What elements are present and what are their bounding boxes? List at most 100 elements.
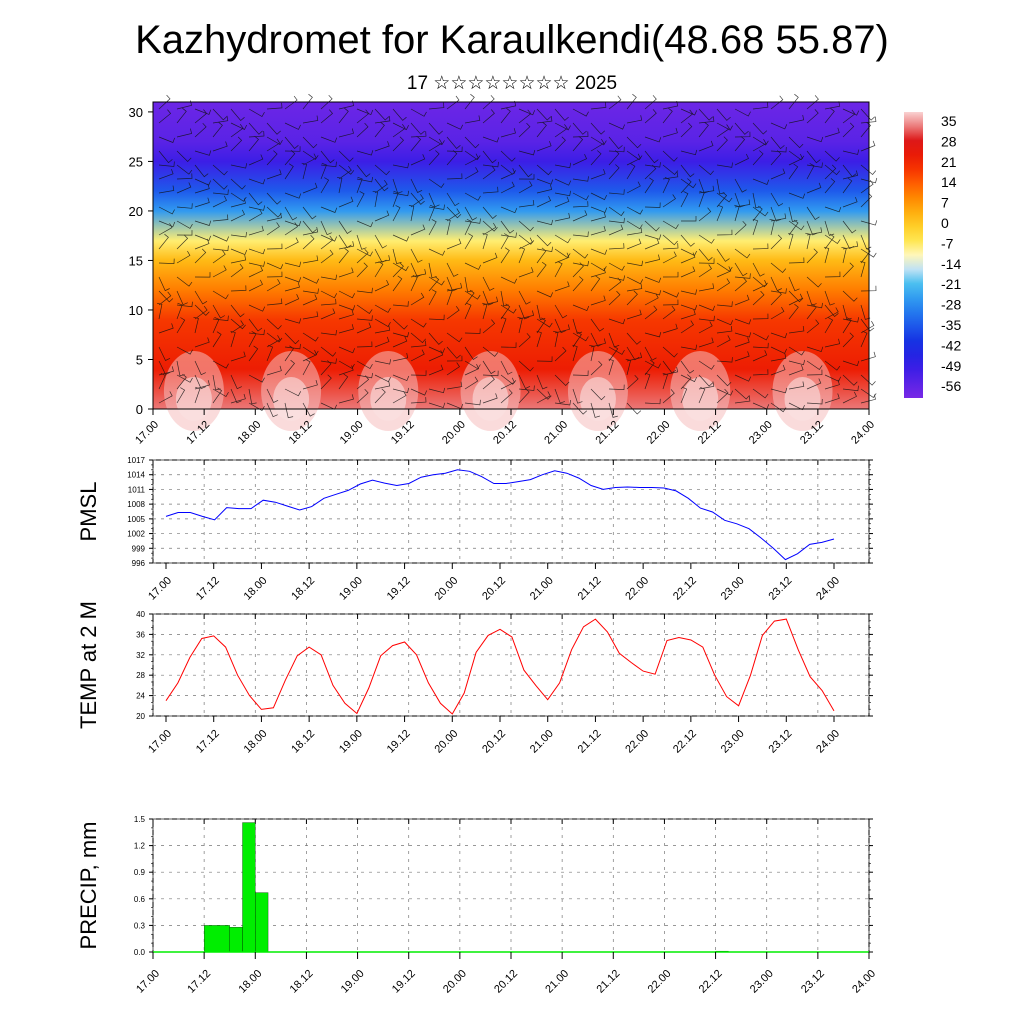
x-tick-label: 23.12 bbox=[766, 728, 794, 756]
wind-barb bbox=[410, 131, 427, 138]
wind-barb bbox=[752, 280, 768, 292]
wind-barb bbox=[662, 372, 668, 390]
wind-barb bbox=[158, 94, 171, 110]
wind-barb bbox=[752, 243, 769, 250]
wind-barb bbox=[284, 220, 302, 227]
wind-barb bbox=[698, 121, 709, 138]
x-tick-label: 20.00 bbox=[432, 575, 460, 603]
wind-barb bbox=[770, 346, 788, 354]
wind-barb bbox=[734, 122, 749, 135]
y-tick-label: 20 bbox=[136, 712, 145, 721]
wind-barb bbox=[608, 290, 621, 306]
wind-barb bbox=[716, 374, 732, 387]
wind-barb bbox=[662, 290, 680, 298]
wind-barb bbox=[860, 177, 878, 184]
wind-barb bbox=[734, 248, 751, 259]
wind-barb bbox=[212, 115, 229, 124]
wind-barb bbox=[536, 374, 548, 390]
colorbar-label: -21 bbox=[941, 276, 961, 292]
wind-barb bbox=[518, 385, 535, 391]
wind-barb bbox=[194, 164, 209, 178]
wind-barb bbox=[752, 206, 769, 217]
wind-barb bbox=[806, 346, 824, 353]
x-tick-label: 23.12 bbox=[799, 968, 827, 996]
wind-barb bbox=[860, 320, 875, 334]
x-tick-label: 22.00 bbox=[623, 728, 651, 756]
wind-barb bbox=[482, 222, 497, 236]
wind-barb bbox=[266, 122, 281, 135]
wind-barb bbox=[626, 402, 642, 415]
wind-barb bbox=[248, 225, 264, 236]
wind-barb bbox=[662, 101, 679, 110]
wind-barb bbox=[842, 360, 860, 367]
y-tick-label: 0.3 bbox=[134, 921, 146, 930]
wind-barb bbox=[248, 279, 263, 292]
wind-barb bbox=[806, 220, 818, 236]
wind-barb bbox=[698, 321, 713, 334]
wind-barb bbox=[554, 162, 572, 169]
wind-barb bbox=[338, 324, 354, 334]
wind-barb bbox=[644, 202, 661, 208]
wind-barb bbox=[446, 276, 458, 292]
wind-barb bbox=[680, 178, 692, 194]
wind-barb bbox=[716, 204, 724, 222]
x-tick-label: 24.00 bbox=[814, 575, 842, 603]
wind-barb bbox=[734, 178, 747, 193]
wind-barb bbox=[662, 299, 679, 306]
wind-barb bbox=[410, 397, 427, 404]
wind-barb bbox=[680, 108, 698, 116]
wind-barb bbox=[194, 220, 212, 226]
wind-barb bbox=[248, 374, 265, 383]
wind-barb bbox=[374, 261, 384, 278]
wind-barb bbox=[752, 178, 770, 185]
wind-barb bbox=[194, 150, 212, 156]
wind-barb bbox=[500, 164, 517, 175]
wind-barb bbox=[752, 369, 769, 376]
wind-barb bbox=[716, 136, 728, 152]
wind-barb bbox=[626, 283, 643, 292]
wind-barb bbox=[392, 352, 409, 362]
wind-barb bbox=[860, 330, 868, 348]
wind-barb bbox=[824, 307, 839, 320]
wind-barb bbox=[644, 238, 660, 250]
precip-bar bbox=[242, 822, 256, 953]
wind-barb bbox=[176, 387, 186, 404]
wind-barb bbox=[572, 370, 589, 376]
wind-barb bbox=[392, 234, 410, 242]
wind-barb bbox=[320, 358, 337, 364]
wind-barb bbox=[248, 154, 264, 166]
wind-barb bbox=[518, 174, 535, 180]
wind-barb bbox=[662, 360, 677, 374]
wind-barb bbox=[788, 206, 798, 223]
wind-barb bbox=[806, 136, 824, 143]
wind-barb bbox=[806, 206, 820, 220]
wind-barb bbox=[752, 150, 764, 166]
wind-barb bbox=[284, 122, 301, 130]
y-tick-label: 5 bbox=[136, 352, 143, 367]
wind-barb bbox=[284, 402, 294, 419]
wind-barb bbox=[158, 291, 172, 306]
wind-barb bbox=[572, 122, 587, 135]
wind-barb bbox=[500, 374, 517, 385]
y-tick-label: 36 bbox=[136, 630, 145, 639]
wind-barb bbox=[536, 195, 552, 208]
x-tick-label: 23.00 bbox=[747, 419, 775, 447]
wind-barb bbox=[824, 206, 842, 213]
wind-barb bbox=[446, 206, 462, 219]
wind-barb bbox=[230, 330, 236, 348]
wind-barb bbox=[356, 287, 373, 294]
wind-barb bbox=[320, 360, 332, 376]
wind-barb bbox=[770, 353, 787, 362]
wind-barb bbox=[662, 366, 679, 376]
precip-bar bbox=[203, 925, 230, 953]
wind-barb bbox=[626, 220, 643, 230]
wind-barb bbox=[374, 141, 390, 152]
wind-barb bbox=[554, 388, 566, 404]
wind-barb bbox=[248, 205, 266, 211]
wind-barb bbox=[716, 108, 731, 121]
wind-barb bbox=[788, 136, 804, 149]
wind-barb bbox=[356, 315, 373, 321]
wind-barb bbox=[842, 109, 856, 124]
wind-barb bbox=[734, 220, 747, 236]
wind-barb bbox=[572, 176, 589, 182]
